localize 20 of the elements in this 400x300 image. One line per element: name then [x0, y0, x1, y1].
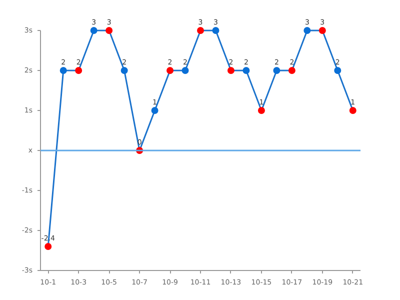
point — [44, 243, 52, 250]
point — [242, 67, 250, 74]
point — [151, 107, 158, 114]
point — [60, 67, 67, 74]
point — [273, 67, 280, 74]
point — [106, 27, 113, 34]
point — [227, 67, 234, 74]
point — [120, 67, 128, 74]
point — [304, 27, 311, 34]
point — [334, 67, 342, 74]
point — [75, 67, 82, 74]
point — [318, 27, 326, 34]
point — [288, 67, 296, 74]
point — [212, 27, 220, 34]
point — [349, 107, 356, 114]
point — [182, 67, 189, 74]
point — [90, 27, 98, 34]
point — [258, 107, 265, 114]
point — [197, 27, 204, 34]
point — [166, 67, 174, 74]
